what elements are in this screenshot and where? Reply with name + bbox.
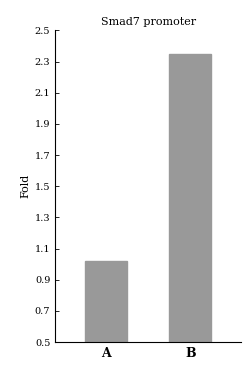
Bar bbox=[168, 54, 210, 380]
Title: Smad7 promoter: Smad7 promoter bbox=[100, 17, 195, 27]
Y-axis label: Fold: Fold bbox=[20, 174, 30, 198]
Bar bbox=[84, 261, 126, 380]
